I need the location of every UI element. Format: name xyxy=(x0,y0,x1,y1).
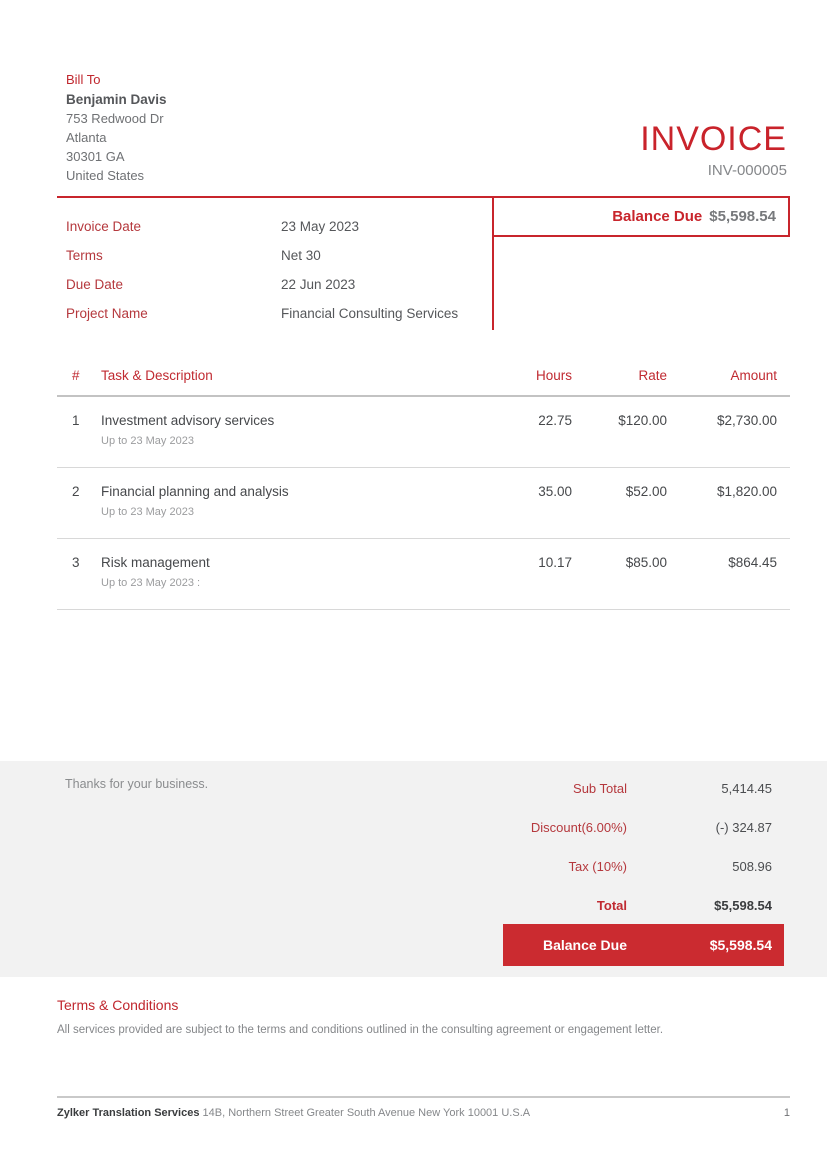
detail-value: Financial Consulting Services xyxy=(281,306,459,321)
footer-address: 14B, Northern Street Greater South Avenu… xyxy=(202,1107,531,1119)
balance-due-header-amount: $5,598.54 xyxy=(709,208,776,225)
row-sub-description: Up to 23 May 2023 xyxy=(101,506,194,518)
table-row: 1 Investment advisory services Up to 23 … xyxy=(57,397,790,468)
bill-to-name: Benjamin Davis xyxy=(66,92,167,107)
row-rate: $85.00 xyxy=(625,555,667,570)
row-sub-description: Up to 23 May 2023 : xyxy=(101,577,201,589)
detail-row-project-name: Project Name Financial Consulting Servic… xyxy=(57,299,477,328)
table-row: 3 Risk management Up to 23 May 2023 : 10… xyxy=(57,539,790,610)
row-description-cell: Investment advisory services Up to 23 Ma… xyxy=(101,413,472,447)
bill-to-address-line: Atlanta xyxy=(66,130,107,145)
bill-to-label: Bill To xyxy=(66,72,101,87)
table-row: 2 Financial planning and analysis Up to … xyxy=(57,468,790,539)
totals-value: $5,598.54 xyxy=(714,898,772,913)
totals-row-total: Total $5,598.54 xyxy=(412,898,772,913)
totals-value: (-) 324.87 xyxy=(715,820,772,835)
row-index: 3 xyxy=(72,555,80,570)
row-amount: $2,730.00 xyxy=(716,413,777,428)
totals-label: Discount(6.00%) xyxy=(530,820,627,835)
header-rate: Rate xyxy=(638,368,667,383)
bill-to-block: Bill To Benjamin Davis 753 Redwood Dr At… xyxy=(66,70,167,185)
totals-row-discount: Discount(6.00%) (-) 324.87 xyxy=(412,820,772,835)
row-hours: 22.75 xyxy=(538,413,572,428)
thanks-note: Thanks for your business. xyxy=(65,777,209,791)
balance-due-header-label: Balance Due xyxy=(612,208,703,225)
totals-block: Sub Total 5,414.45 Discount(6.00%) (-) 3… xyxy=(412,781,772,937)
row-sub-description: Up to 23 May 2023 xyxy=(101,435,194,447)
terms-heading: Terms & Conditions xyxy=(57,997,179,1013)
totals-row-subtotal: Sub Total 5,414.45 xyxy=(412,781,772,796)
vertical-divider xyxy=(492,198,494,330)
table-header-row: # Task & Description Hours Rate Amount xyxy=(57,358,790,397)
totals-label: Total xyxy=(596,898,627,913)
page-footer: Zylker Translation Services 14B, Norther… xyxy=(57,1096,790,1119)
balance-due-bar-label: Balance Due xyxy=(542,937,627,953)
detail-label: Invoice Date xyxy=(66,219,142,234)
invoice-title: INVOICE xyxy=(640,120,787,158)
bill-to-address-line: 753 Redwood Dr xyxy=(66,111,164,126)
header-amount: Amount xyxy=(730,368,777,383)
detail-label: Due Date xyxy=(66,277,124,292)
footer-page-number: 1 xyxy=(783,1107,790,1119)
detail-value: Net 30 xyxy=(281,248,321,263)
balance-due-bar-value: $5,598.54 xyxy=(709,937,772,953)
detail-rows: Invoice Date 23 May 2023 Terms Net 30 Du… xyxy=(57,212,477,328)
row-description: Risk management xyxy=(101,555,210,570)
line-items-table: # Task & Description Hours Rate Amount 1… xyxy=(57,358,790,610)
row-description-cell: Financial planning and analysis Up to 23… xyxy=(101,484,472,518)
row-rate: $52.00 xyxy=(625,484,667,499)
detail-value: 22 Jun 2023 xyxy=(281,277,356,292)
detail-row-terms: Terms Net 30 xyxy=(57,241,477,270)
totals-value: 508.96 xyxy=(732,859,772,874)
row-description: Investment advisory services xyxy=(101,413,275,428)
row-index: 1 xyxy=(72,413,80,428)
terms-body: All services provided are subject to the… xyxy=(57,1024,664,1036)
footer-company-address: Zylker Translation Services 14B, Norther… xyxy=(57,1107,760,1119)
detail-label: Terms xyxy=(66,248,103,263)
detail-row-invoice-date: Invoice Date 23 May 2023 xyxy=(57,212,477,241)
row-description: Financial planning and analysis xyxy=(101,484,289,499)
header-hours: Hours xyxy=(535,368,572,383)
detail-value: 23 May 2023 xyxy=(281,219,360,234)
bill-to-address-line: 30301 GA xyxy=(66,149,125,164)
header-description: Task & Description xyxy=(101,368,213,383)
detail-label: Project Name xyxy=(66,306,148,321)
row-description-cell: Risk management Up to 23 May 2023 : xyxy=(101,555,472,589)
balance-due-header-box: Balance Due $5,598.54 xyxy=(492,198,790,237)
summary-section: Thanks for your business. Sub Total 5,41… xyxy=(0,761,827,977)
bill-to-address-line: United States xyxy=(66,168,145,183)
row-amount: $864.45 xyxy=(728,555,777,570)
detail-row-due-date: Due Date 22 Jun 2023 xyxy=(57,270,477,299)
row-amount: $1,820.00 xyxy=(716,484,777,499)
row-index: 2 xyxy=(72,484,80,499)
title-block: INVOICE INV-000005 xyxy=(640,120,787,179)
totals-label: Sub Total xyxy=(573,781,627,796)
balance-due-bar: Balance Due $5,598.54 xyxy=(503,924,784,966)
footer-company: Zylker Translation Services xyxy=(57,1107,200,1119)
header-index: # xyxy=(72,368,80,383)
totals-value: 5,414.45 xyxy=(721,781,772,796)
row-hours: 10.17 xyxy=(538,555,572,570)
totals-row-tax: Tax (10%) 508.96 xyxy=(412,859,772,874)
terms-and-conditions: Terms & Conditions All services provided… xyxy=(57,997,757,1036)
totals-label: Tax (10%) xyxy=(568,859,627,874)
row-hours: 35.00 xyxy=(538,484,572,499)
invoice-details-section: Invoice Date 23 May 2023 Terms Net 30 Du… xyxy=(57,196,790,330)
row-rate: $120.00 xyxy=(618,413,667,428)
invoice-number: INV-000005 xyxy=(707,162,787,179)
